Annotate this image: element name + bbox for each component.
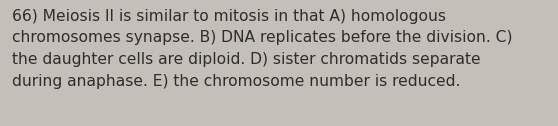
Text: 66) Meiosis II is similar to mitosis in that A) homologous
chromosomes synapse. : 66) Meiosis II is similar to mitosis in … (12, 9, 513, 89)
